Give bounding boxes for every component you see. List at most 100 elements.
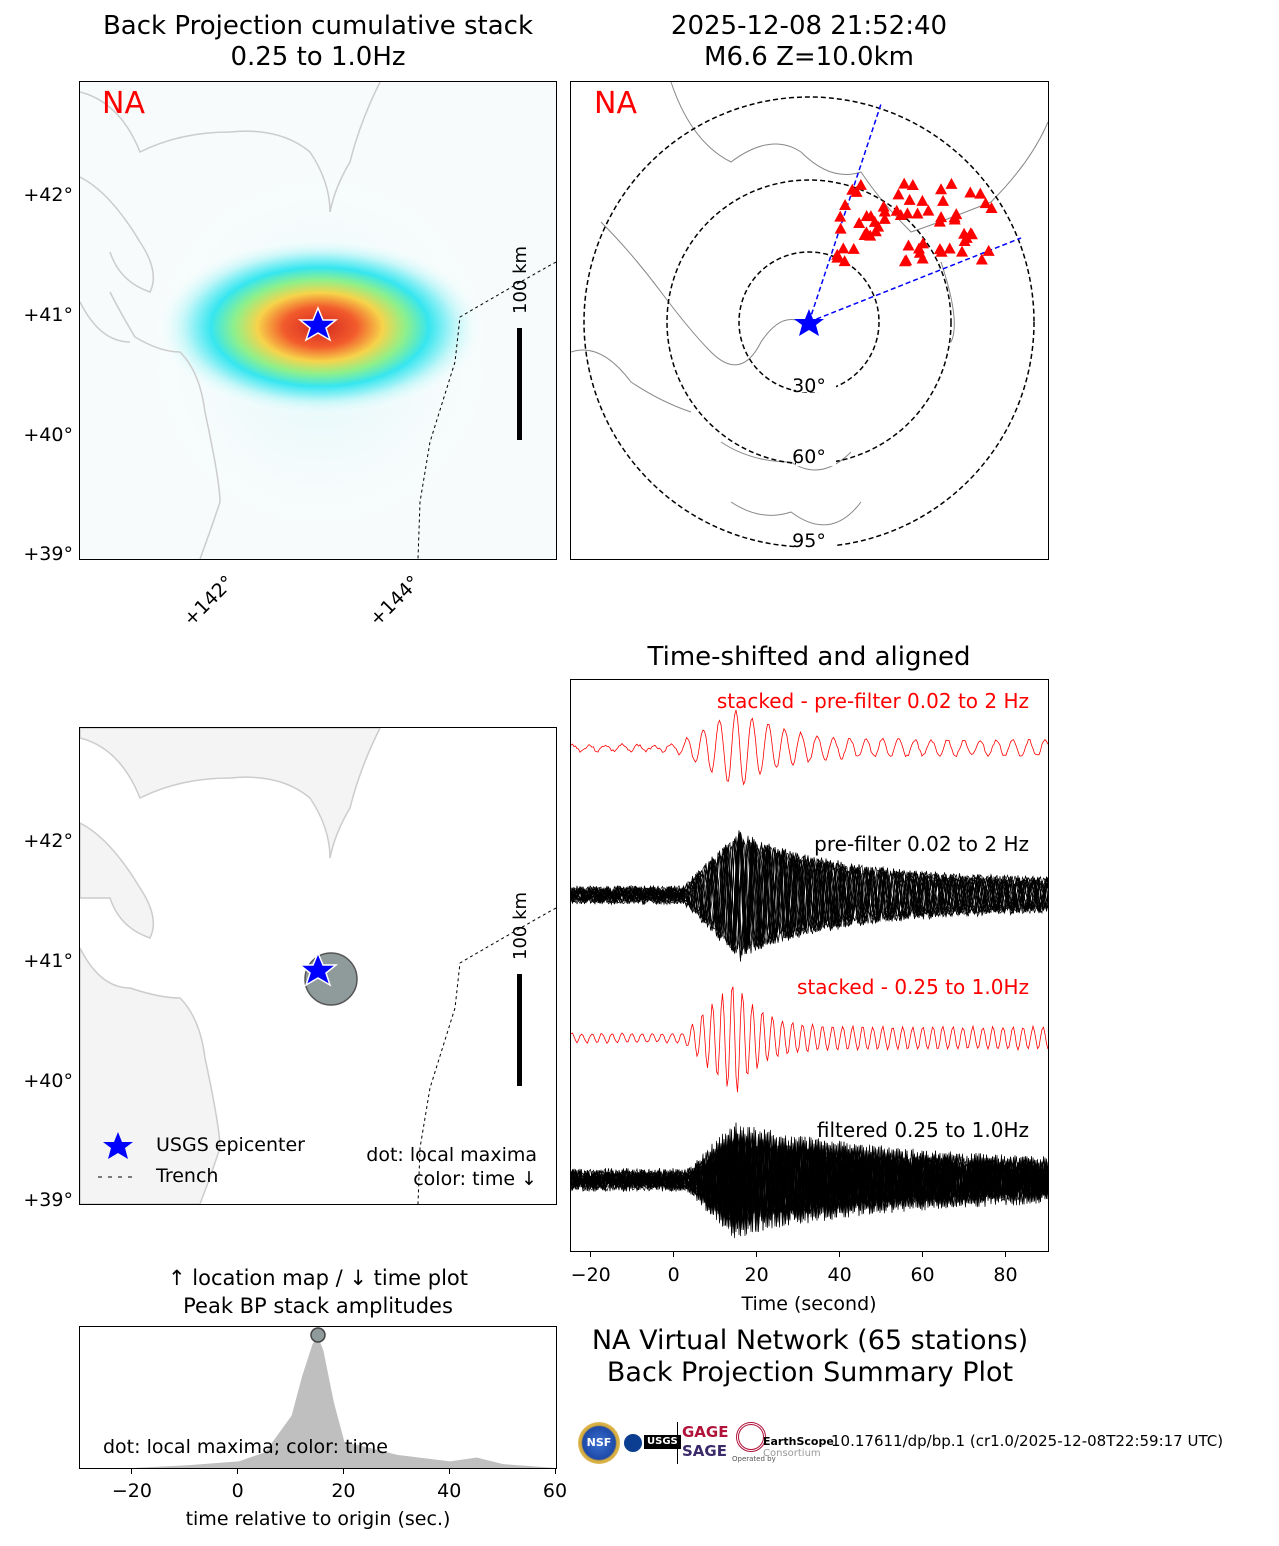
station-triangle (853, 217, 866, 229)
station-triangle (985, 201, 998, 213)
station-triangle (916, 194, 929, 206)
waveform-trace (571, 986, 1048, 1093)
station-epicenter-star (794, 309, 824, 336)
peak-epicenter-star (297, 951, 339, 987)
station-triangle (831, 251, 844, 263)
azimuth-line-2 (808, 237, 1022, 323)
station-triangle (956, 245, 969, 257)
label-stacked-pre: stacked - pre-filter 0.02 to 2 Hz (716, 689, 1029, 713)
peak-map-svg: 100 km (80, 728, 556, 1204)
ring-60 (666, 179, 952, 465)
legend-epicenter-label: USGS epicenter (156, 1134, 305, 1156)
bp-lat-tick-40: +40° (23, 424, 73, 446)
epicenter-star (297, 306, 339, 342)
station-triangle (846, 183, 859, 195)
earthscope-operated: Operated by (732, 1455, 776, 1463)
label-stacked-bp: stacked - 0.25 to 1.0Hz (797, 975, 1029, 999)
station-triangle (878, 205, 891, 217)
waveform-xlabel: Time (second) (741, 1293, 877, 1315)
peak-amp-xtick-mark (448, 1468, 450, 1474)
waveform-trace (571, 1130, 1048, 1230)
earthscope-consortium: Consortium (763, 1448, 821, 1459)
station-map-title: 2025-12-08 21:52:40 M6.6 Z=10.0km (570, 11, 1048, 73)
bp-map-title: Back Projection cumulative stack 0.25 to… (60, 11, 576, 73)
station-triangle (892, 188, 905, 200)
station-triangle (935, 245, 948, 257)
nsf-logo-text: NSF (586, 1436, 612, 1449)
waveform-trace (571, 1126, 1048, 1228)
waveform-trace (571, 836, 1048, 950)
waveform-xtick-label: −20 (570, 1264, 611, 1286)
peak-amp-xtick-label: 20 (331, 1480, 356, 1502)
station-triangle (916, 252, 929, 264)
station-network-label: NA (594, 86, 637, 121)
peak-amp-xtick-label: 40 (437, 1480, 462, 1502)
earthscope-logo-text: EarthScope (763, 1435, 834, 1448)
peak-map-note-1: dot: local maxima (366, 1144, 537, 1166)
ring-30 (738, 251, 880, 393)
gage-logo: GAGE (682, 1423, 729, 1441)
peak-amp-title-2: Peak BP stack amplitudes (183, 1294, 453, 1318)
ring-label-30: 30° (792, 375, 826, 397)
waveform-xtick-mark (839, 1251, 841, 1257)
logo-row: NSF USGS GAGE SAGE Operated by EarthScop… (578, 1420, 1278, 1466)
peak-amp-panel: dot: local maxima; color: time (79, 1326, 557, 1469)
peak-land (80, 728, 381, 859)
peak-amp-maximum-dot (310, 1327, 326, 1343)
peak-amp-title: ↑ location map / ↓ time plot Peak BP sta… (60, 1264, 576, 1320)
station-triangle (912, 242, 925, 254)
peak-trench-line (417, 907, 556, 1204)
station-triangle (979, 197, 992, 209)
station-triangle (847, 242, 860, 254)
peak-lat-tick-39: +39° (23, 1189, 73, 1211)
waveform-trace (571, 1125, 1048, 1237)
waveform-xtick-mark (922, 1251, 924, 1257)
summary-line1: NA Virtual Network (65 stations) (591, 1325, 1029, 1356)
waveforms-panel: stacked - pre-filter 0.02 to 2 Hz pre-fi… (570, 679, 1049, 1252)
station-triangle (911, 207, 924, 219)
waveform-xtick-mark (756, 1251, 758, 1257)
station-triangle (838, 255, 851, 267)
station-triangle (960, 231, 973, 243)
azimuth-line-1 (808, 103, 882, 323)
waveform-xtick-label: 0 (667, 1264, 680, 1286)
bp-lon-tick-142: +142° (179, 571, 239, 631)
station-triangle (975, 253, 988, 265)
peak-lat-tick-40: +40° (23, 1070, 73, 1092)
station-triangle (974, 187, 987, 199)
waveform-xtick-label: 80 (993, 1264, 1018, 1286)
station-triangle (890, 204, 903, 216)
usgs-logo: USGS (644, 1435, 681, 1449)
station-triangle (948, 213, 961, 225)
station-triangle (868, 215, 881, 227)
land-outline (571, 82, 1048, 526)
earthscope-logo-icon (736, 1422, 766, 1452)
waveform-trace (571, 833, 1048, 951)
waveform-xtick-mark (590, 1251, 592, 1257)
station-triangle (902, 239, 915, 251)
peak-amp-xtick-mark (131, 1468, 133, 1474)
waveform-trace (571, 1131, 1048, 1231)
coastline (80, 82, 381, 213)
peak-lat-tick-42: +42° (23, 830, 73, 852)
station-triangle (839, 199, 852, 211)
waveform-trace (571, 709, 1048, 786)
station-triangle (834, 210, 847, 222)
station-triangle (878, 212, 891, 224)
station-map-title-line1: 2025-12-08 21:52:40 (670, 11, 948, 41)
station-triangle (837, 242, 850, 254)
station-triangle (901, 207, 914, 219)
bp-lat-tick-39: +39° (23, 543, 73, 565)
doi-text: 10.17611/dp/bp.1 (cr1.0/2025-12-08T22:59… (831, 1432, 1224, 1450)
trench-line (417, 261, 556, 559)
peak-map-panel: 100 km USGS epicenter Trench dot: local … (79, 727, 557, 1205)
waveform-trace (571, 835, 1048, 954)
station-triangle (935, 183, 948, 195)
waveform-trace (571, 840, 1048, 950)
scale-bar (517, 328, 522, 440)
waveform-xtick-label: 40 (827, 1264, 852, 1286)
station-triangle (935, 211, 948, 223)
peak-amp-xlabel: time relative to origin (sec.) (185, 1508, 451, 1530)
station-triangle (858, 229, 871, 241)
station-triangle (943, 242, 956, 254)
